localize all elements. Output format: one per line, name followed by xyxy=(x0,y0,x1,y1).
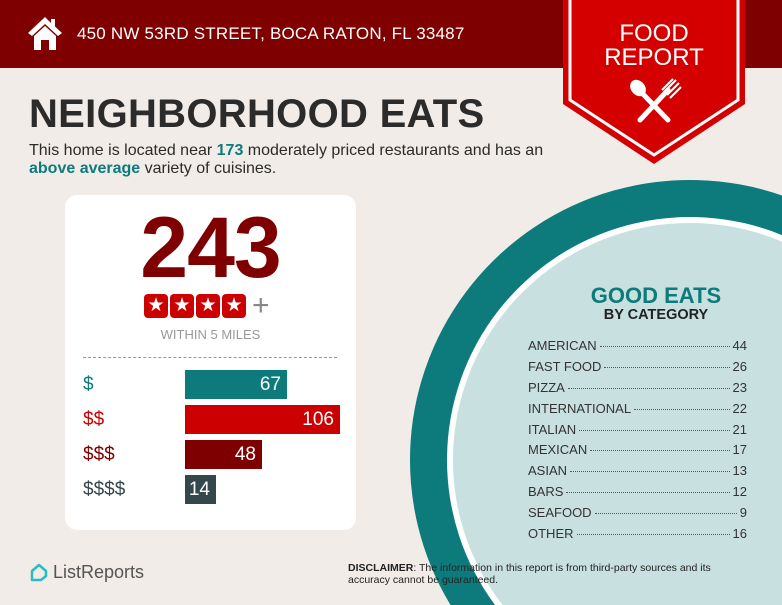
leader-dots xyxy=(634,408,730,410)
category-name: AMERICAN xyxy=(528,338,597,353)
restaurant-count: 173 xyxy=(216,142,244,159)
category-name: INTERNATIONAL xyxy=(528,400,632,416)
price-tier-label: $$$ xyxy=(83,444,115,465)
home-icon xyxy=(28,17,62,50)
category-count: 13 xyxy=(732,463,747,479)
leader-dots xyxy=(566,492,730,494)
badge-title: FOOD REPORT xyxy=(561,22,747,70)
categories-title: GOOD EATS xyxy=(590,283,722,308)
leader-dots xyxy=(590,450,730,452)
price-bar: 14 xyxy=(185,475,216,504)
logo-icon xyxy=(30,563,48,582)
price-bar: 67 xyxy=(185,370,287,399)
leader-dots xyxy=(594,513,737,515)
price-row: $67 xyxy=(83,370,343,400)
category-name: MEXICAN xyxy=(528,442,588,458)
within-label: WITHIN 5 MILES xyxy=(160,327,261,342)
intro-text: This home is located near 173 moderately… xyxy=(29,142,544,177)
price-row: $$$$ 14 xyxy=(83,475,343,505)
price-tier-label: $ xyxy=(83,374,94,395)
category-name: BARS xyxy=(528,484,564,500)
price-bar: 48 xyxy=(185,440,262,469)
category-count: 9 xyxy=(739,505,747,521)
leader-dots xyxy=(599,346,730,347)
leader-dots xyxy=(576,534,730,536)
category-name: PIZZA xyxy=(528,379,565,395)
star-icon: ★ xyxy=(222,294,246,318)
divider xyxy=(83,357,337,358)
category-row: PIZZA 23 xyxy=(528,380,747,401)
price-row: $$$ 48 xyxy=(83,440,343,470)
category-count: 21 xyxy=(732,421,747,437)
utensils-icon xyxy=(630,78,682,123)
leader-dots xyxy=(579,429,730,431)
badge-line1: FOOD xyxy=(619,20,689,47)
category-row: SEAFOOD 9 xyxy=(528,505,747,526)
price-tier-label: $$ xyxy=(83,409,105,430)
listreports-logo: ListReports xyxy=(29,562,144,582)
price-tier-label: $$$$ xyxy=(83,479,126,500)
category-name: FAST FOOD xyxy=(528,358,602,374)
category-name: ITALIAN xyxy=(528,421,577,437)
total-count: 243 xyxy=(140,200,282,296)
star-icon: ★ xyxy=(144,294,168,318)
summary-card: 243 ★ ★ ★ ★ + WITHIN 5 MILES $67 $$ 106 $$$… xyxy=(65,195,356,530)
badge-line2: REPORT xyxy=(604,44,704,71)
category-count: 16 xyxy=(732,526,747,542)
address: 450 NW 53RD STREET, BOCA RATON, FL 33487 xyxy=(77,24,465,43)
category-count: 12 xyxy=(732,484,747,500)
category-row: MEXICAN 17 xyxy=(528,442,747,463)
food-report-badge xyxy=(563,0,745,164)
variety-rating: above average xyxy=(29,160,141,177)
category-name: SEAFOOD xyxy=(528,505,592,521)
category-count: 22 xyxy=(732,400,747,416)
category-row: AMERICAN 44 xyxy=(528,338,747,359)
category-count: 23 xyxy=(732,379,747,395)
leader-dots xyxy=(570,471,730,473)
category-list: AMERICAN 44 FAST FOOD 26 PIZZA 23 INTERNATIONA… xyxy=(528,338,747,547)
category-name: ASIAN xyxy=(528,463,568,479)
star-icon: ★ xyxy=(170,294,194,318)
category-name: OTHER xyxy=(528,526,574,542)
category-row: ITALIAN 21 xyxy=(528,422,747,443)
category-row: INTERNATIONAL 22 xyxy=(528,401,747,422)
logo-text: ListReports xyxy=(53,562,145,582)
category-row: BARS 12 xyxy=(528,484,747,505)
price-row: $$ 106 xyxy=(83,405,343,435)
categories-subtitle: BY CATEGORY xyxy=(603,307,709,323)
price-bar: 106 xyxy=(185,405,340,434)
category-row: OTHER 16 xyxy=(528,526,747,547)
star-icon: ★ xyxy=(196,294,220,318)
category-count: 17 xyxy=(732,442,747,458)
plus-icon: + xyxy=(252,289,270,322)
disclaimer: DISCLAIMER: The information in this repo… xyxy=(348,562,711,586)
category-count: 44 xyxy=(732,338,747,353)
leader-dots xyxy=(604,366,730,368)
category-row: FAST FOOD 26 xyxy=(528,359,747,380)
leader-dots xyxy=(567,387,730,389)
category-row: ASIAN 13 xyxy=(528,463,747,484)
category-count: 26 xyxy=(732,358,747,374)
page-title: NEIGHBORHOOD EATS xyxy=(29,92,485,136)
star-rating: ★ ★ ★ ★ + xyxy=(144,289,270,322)
